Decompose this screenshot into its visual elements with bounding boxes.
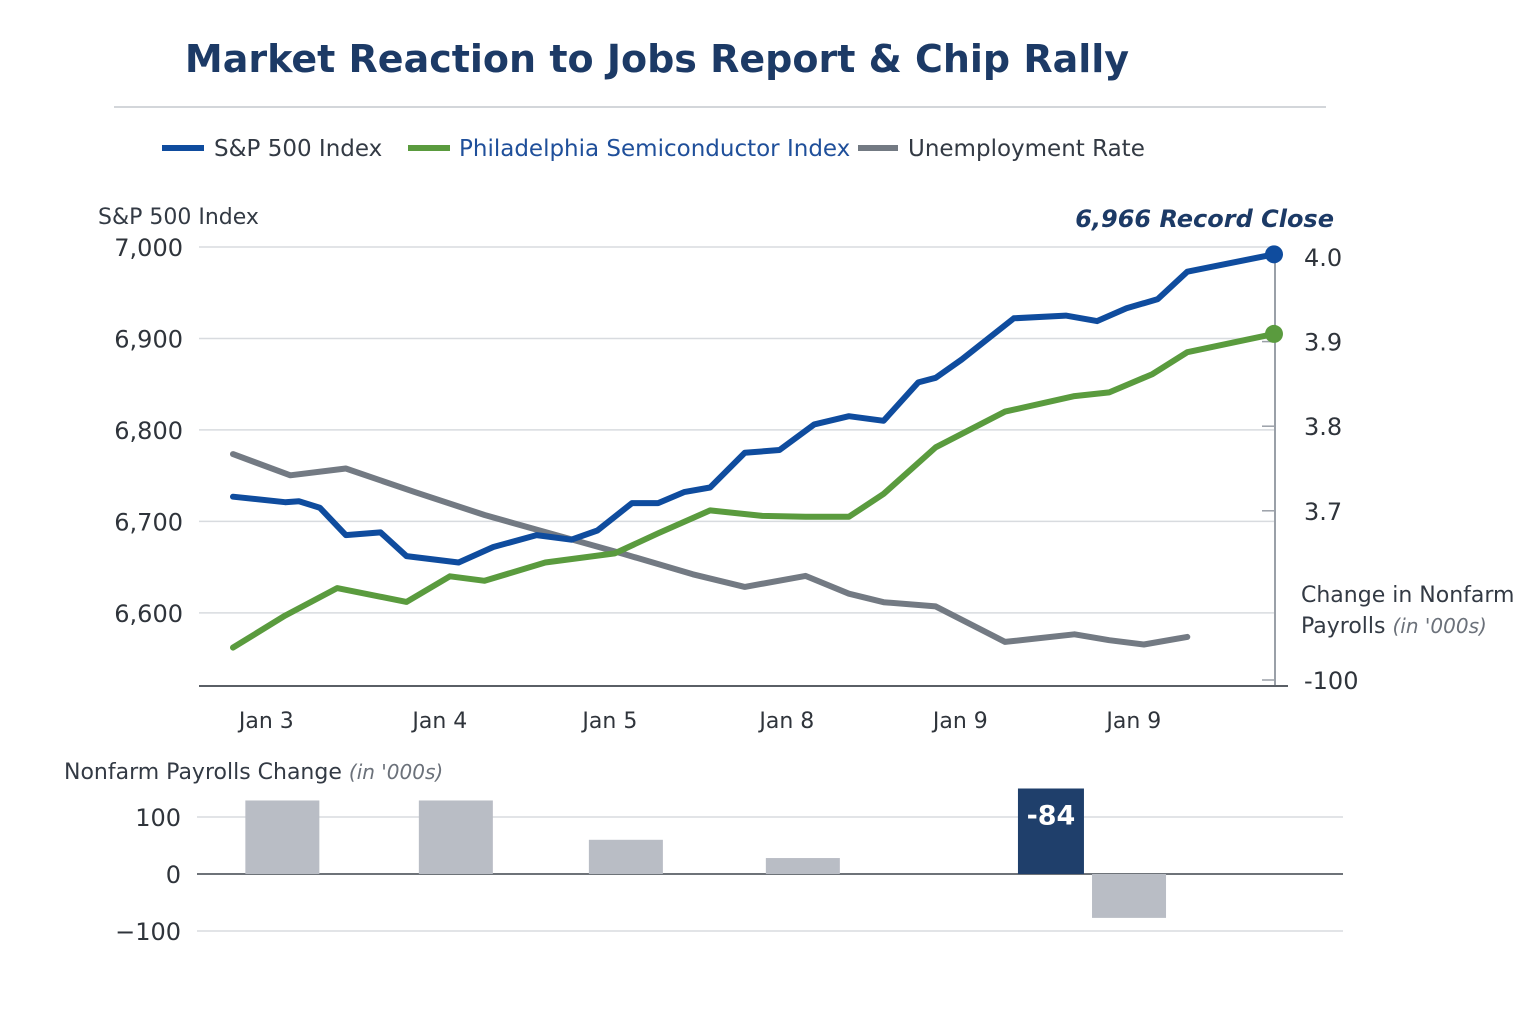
line-series <box>230 245 1283 651</box>
x-tick-label: Jan 5 <box>580 709 637 734</box>
series-line-s-p-500-index <box>230 251 1277 566</box>
y-left-tick-label: 6,800 <box>114 417 183 445</box>
y-right-tick-label: 3.7 <box>1304 498 1342 526</box>
x-tick-label: Jan 8 <box>757 709 814 734</box>
series-line-philadelphia-semiconductor-index <box>230 330 1277 651</box>
legend: S&P 500 Index Philadelphia Semiconductor… <box>162 136 1145 162</box>
y-right-tick-label: -100 <box>1304 667 1358 695</box>
y-axis-right-ticks: 4.0 3.9 3.8 3.7 -100 <box>1262 244 1358 695</box>
y-axis-left-ticks: 7,000 6,900 6,800 6,700 6,600 <box>114 234 183 628</box>
bar-chart-title-main: Nonfarm Payrolls Change <box>64 760 342 785</box>
payroll-bar-highlight <box>1017 788 1084 874</box>
payroll-bar-label: -84 <box>1027 801 1076 832</box>
y-left-tick-label: 6,700 <box>114 508 183 536</box>
chart-title: Market Reaction to Jobs Report & Chip Ra… <box>185 37 1129 81</box>
bar-y-axis-ticks: 100 0 −100 <box>115 804 181 946</box>
payroll-bar <box>588 839 663 874</box>
main-gridlines <box>199 246 1275 614</box>
y-right-tick-label: 3.9 <box>1304 329 1342 357</box>
right-axis-note-payrolls: Payrolls <box>1301 614 1386 639</box>
bar-y-tick-label: 0 <box>166 861 181 889</box>
right-axis-note-unit: (in '000s) <box>1393 614 1487 638</box>
series-end-marker-philadelphia-semiconductor-index <box>1265 324 1283 343</box>
x-tick-label: Jan 9 <box>931 709 988 734</box>
payroll-bar <box>765 858 840 874</box>
y-left-tick-label: 6,900 <box>114 325 183 353</box>
y-right-tick-label: 4.0 <box>1304 244 1342 272</box>
legend-label-sp500: S&P 500 Index <box>214 136 382 162</box>
x-tick-label: Jan 3 <box>237 709 294 734</box>
legend-label-semiconductor: Philadelphia Semiconductor Index <box>459 136 850 162</box>
y-left-tick-label: 6,600 <box>114 600 183 628</box>
right-axis-note-line2: Payrolls (in '000s) <box>1301 614 1487 639</box>
bar-y-tick-label: 100 <box>135 804 181 832</box>
legend-label-unemployment: Unemployment Rate <box>908 136 1145 162</box>
y-axis-left-title: S&P 500 Index <box>98 205 259 230</box>
payroll-bars: -84 <box>245 788 1167 918</box>
x-tick-label: Jan 9 <box>1104 709 1161 734</box>
x-axis-ticks: Jan 3 Jan 4 Jan 5 Jan 8 Jan 9 Jan 9 <box>237 709 1161 734</box>
bar-chart-title-unit: (in '000s) <box>349 760 443 784</box>
y-right-tick-label: 3.8 <box>1304 413 1342 441</box>
right-axis-note-line1: Change in Nonfarm <box>1301 583 1514 608</box>
x-tick-label: Jan 4 <box>410 709 467 734</box>
payroll-bar <box>418 800 493 874</box>
payroll-bar <box>245 800 320 874</box>
bar-y-tick-label: −100 <box>115 918 181 946</box>
record-close-annotation: 6,966 Record Close <box>1075 205 1334 233</box>
series-line-unemployment-rate <box>230 451 1191 648</box>
series-end-marker-s-p-500-index <box>1265 245 1283 264</box>
bar-chart-title: Nonfarm Payrolls Change (in '000s) <box>64 760 443 785</box>
y-left-tick-label: 7,000 <box>114 234 183 262</box>
payroll-bar <box>1092 874 1167 918</box>
